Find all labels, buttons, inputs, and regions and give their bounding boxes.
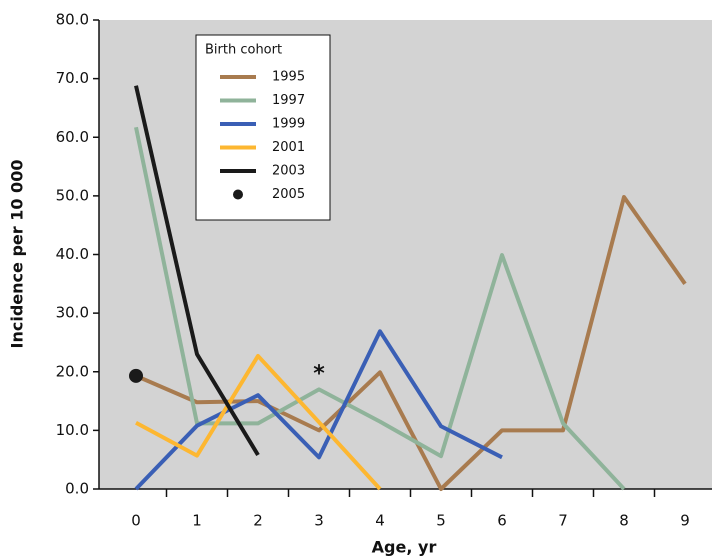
- legend-swatch: [233, 189, 243, 200]
- legend-label: 2001: [272, 140, 305, 155]
- y-tick-label: 80.0: [56, 11, 89, 29]
- x-tick-label: 5: [436, 512, 446, 530]
- series-line: [134, 85, 260, 457]
- legend-label: 1995: [272, 70, 305, 85]
- y-axis-title: Incidence per 10 000: [8, 160, 27, 349]
- x-tick-label: 2: [253, 512, 263, 530]
- x-axis-title: Age, yr: [372, 538, 437, 557]
- y-tick-label: 40.0: [56, 245, 89, 263]
- series-line: [135, 353, 382, 491]
- y-tick-label: 20.0: [56, 362, 89, 380]
- x-tick-label: 1: [192, 512, 202, 530]
- legend-title: Birth cohort: [205, 43, 282, 58]
- y-tick-label: 30.0: [56, 304, 89, 322]
- x-tick-label: 0: [131, 512, 141, 530]
- y-tick-label: 70.0: [56, 69, 89, 87]
- y-tick-label: 10.0: [56, 421, 89, 439]
- y-tick-label: 0.0: [65, 480, 89, 498]
- legend-label: 2003: [272, 164, 305, 179]
- point: [129, 368, 143, 383]
- legend-label: 1999: [272, 117, 305, 132]
- x-tick-label: 8: [619, 512, 629, 530]
- series-line: [134, 329, 503, 491]
- y-tick-label: 60.0: [56, 128, 89, 146]
- x-tick-label: 3: [314, 512, 324, 530]
- legend-label: 1997: [272, 93, 305, 108]
- legend-box: [195, 34, 331, 221]
- x-tick-label: 7: [558, 512, 568, 530]
- x-tick-label: 6: [497, 512, 507, 530]
- legend-label: 2005: [272, 187, 305, 202]
- x-tick-label: 4: [375, 512, 385, 530]
- annotation: *: [313, 362, 325, 387]
- y-tick-label: 50.0: [56, 186, 89, 204]
- x-tick-label: 9: [680, 512, 690, 530]
